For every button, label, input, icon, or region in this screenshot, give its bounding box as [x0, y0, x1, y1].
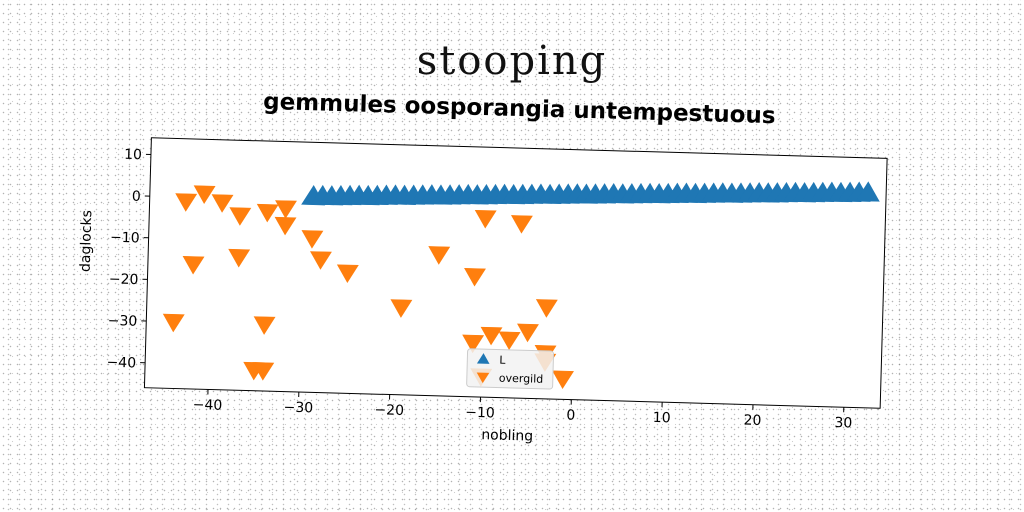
- y-tick-label: −10: [110, 230, 140, 247]
- plot-area: gemmules oosporangia untempestuous −40 −3…: [78, 89, 888, 445]
- data-point: [336, 264, 359, 283]
- x-tick-label: −20: [374, 402, 404, 419]
- data-point: [510, 215, 533, 234]
- data-point: [480, 326, 503, 346]
- figure-title: stooping: [416, 38, 608, 84]
- x-tick-label: −30: [283, 400, 313, 417]
- data-point: [535, 299, 558, 318]
- chart-title: gemmules oosporangia untempestuous: [263, 89, 776, 129]
- data-point: [474, 209, 497, 229]
- data-point: [182, 255, 205, 275]
- legend-label: L: [499, 354, 506, 367]
- data-point: [498, 331, 521, 351]
- data-point: [162, 313, 185, 333]
- data-point: [428, 246, 451, 265]
- legend-marker: [476, 353, 490, 364]
- data-point: [211, 194, 234, 213]
- data-point: [175, 193, 198, 212]
- data-point: [229, 207, 252, 226]
- legend-label: overgild: [499, 372, 544, 386]
- y-tick-label: −30: [108, 313, 138, 330]
- y-axis-label: daglocks: [78, 210, 96, 272]
- x-tick-label: 0: [566, 407, 575, 423]
- x-tick-label: −10: [465, 405, 495, 422]
- x-tick-label: −40: [193, 397, 223, 414]
- data-point: [256, 203, 279, 223]
- data-point: [310, 251, 332, 270]
- x-tick-label: 10: [653, 410, 671, 426]
- data-point: [552, 370, 574, 390]
- legend-box: [466, 348, 555, 390]
- data-point: [301, 230, 324, 249]
- data-point: [253, 316, 276, 335]
- y-tick-label: 10: [124, 147, 142, 163]
- data-point: [462, 334, 485, 354]
- legend-marker: [476, 372, 490, 384]
- y-tick-label: −40: [106, 355, 136, 372]
- data-point: [228, 248, 251, 268]
- data-point: [252, 362, 275, 381]
- data-point: [193, 185, 216, 204]
- data-point: [464, 267, 486, 287]
- x-axis-label: nobling: [481, 427, 533, 444]
- axes-frame: [143, 137, 888, 409]
- data-point: [274, 216, 297, 236]
- axis-ticks: −40 −30 −20 −10 0 10 20 30 −40 −30 −20 −10 0 10: [106, 147, 852, 432]
- x-tick-label: 30: [834, 415, 852, 431]
- data-point: [275, 200, 297, 219]
- y-tick-label: −20: [109, 271, 139, 288]
- data-point: [855, 181, 880, 202]
- y-tick-label: 0: [132, 189, 141, 205]
- x-tick-label: 20: [743, 412, 761, 428]
- series-1: [301, 181, 880, 206]
- data-point: [517, 323, 539, 343]
- data-point: [390, 299, 413, 318]
